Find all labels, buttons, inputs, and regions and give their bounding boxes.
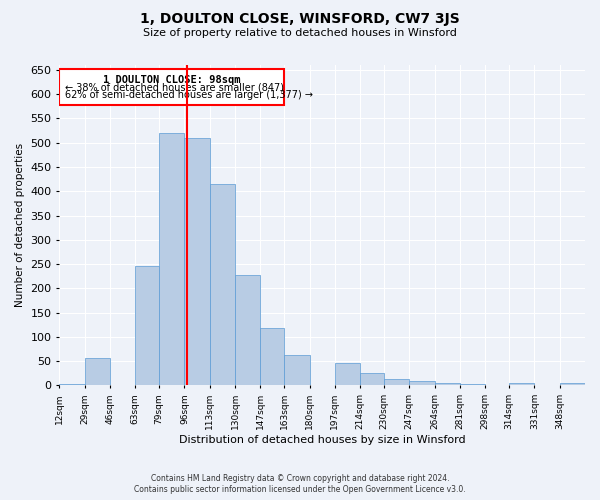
- Bar: [59, 69, 284, 105]
- Bar: [460, 384, 485, 386]
- Text: 1 DOULTON CLOSE: 98sqm: 1 DOULTON CLOSE: 98sqm: [103, 74, 241, 85]
- Bar: [159, 134, 184, 386]
- Text: 1, DOULTON CLOSE, WINSFORD, CW7 3JS: 1, DOULTON CLOSE, WINSFORD, CW7 3JS: [140, 12, 460, 26]
- Text: ← 38% of detached houses are smaller (847): ← 38% of detached houses are smaller (84…: [65, 82, 284, 92]
- Bar: [235, 274, 260, 386]
- Bar: [360, 374, 384, 386]
- Bar: [560, 383, 585, 386]
- Bar: [85, 358, 110, 386]
- Bar: [335, 362, 360, 386]
- Bar: [509, 383, 535, 386]
- Bar: [135, 266, 159, 386]
- Text: Size of property relative to detached houses in Winsford: Size of property relative to detached ho…: [143, 28, 457, 38]
- Text: Contains HM Land Registry data © Crown copyright and database right 2024.
Contai: Contains HM Land Registry data © Crown c…: [134, 474, 466, 494]
- Bar: [409, 380, 434, 386]
- Bar: [384, 379, 409, 386]
- Bar: [210, 184, 235, 386]
- Bar: [59, 384, 85, 386]
- X-axis label: Distribution of detached houses by size in Winsford: Distribution of detached houses by size …: [179, 435, 466, 445]
- Bar: [260, 328, 284, 386]
- Bar: [284, 355, 310, 386]
- Y-axis label: Number of detached properties: Number of detached properties: [15, 143, 25, 308]
- Bar: [184, 138, 210, 386]
- Bar: [434, 383, 460, 386]
- Text: 62% of semi-detached houses are larger (1,377) →: 62% of semi-detached houses are larger (…: [65, 90, 313, 100]
